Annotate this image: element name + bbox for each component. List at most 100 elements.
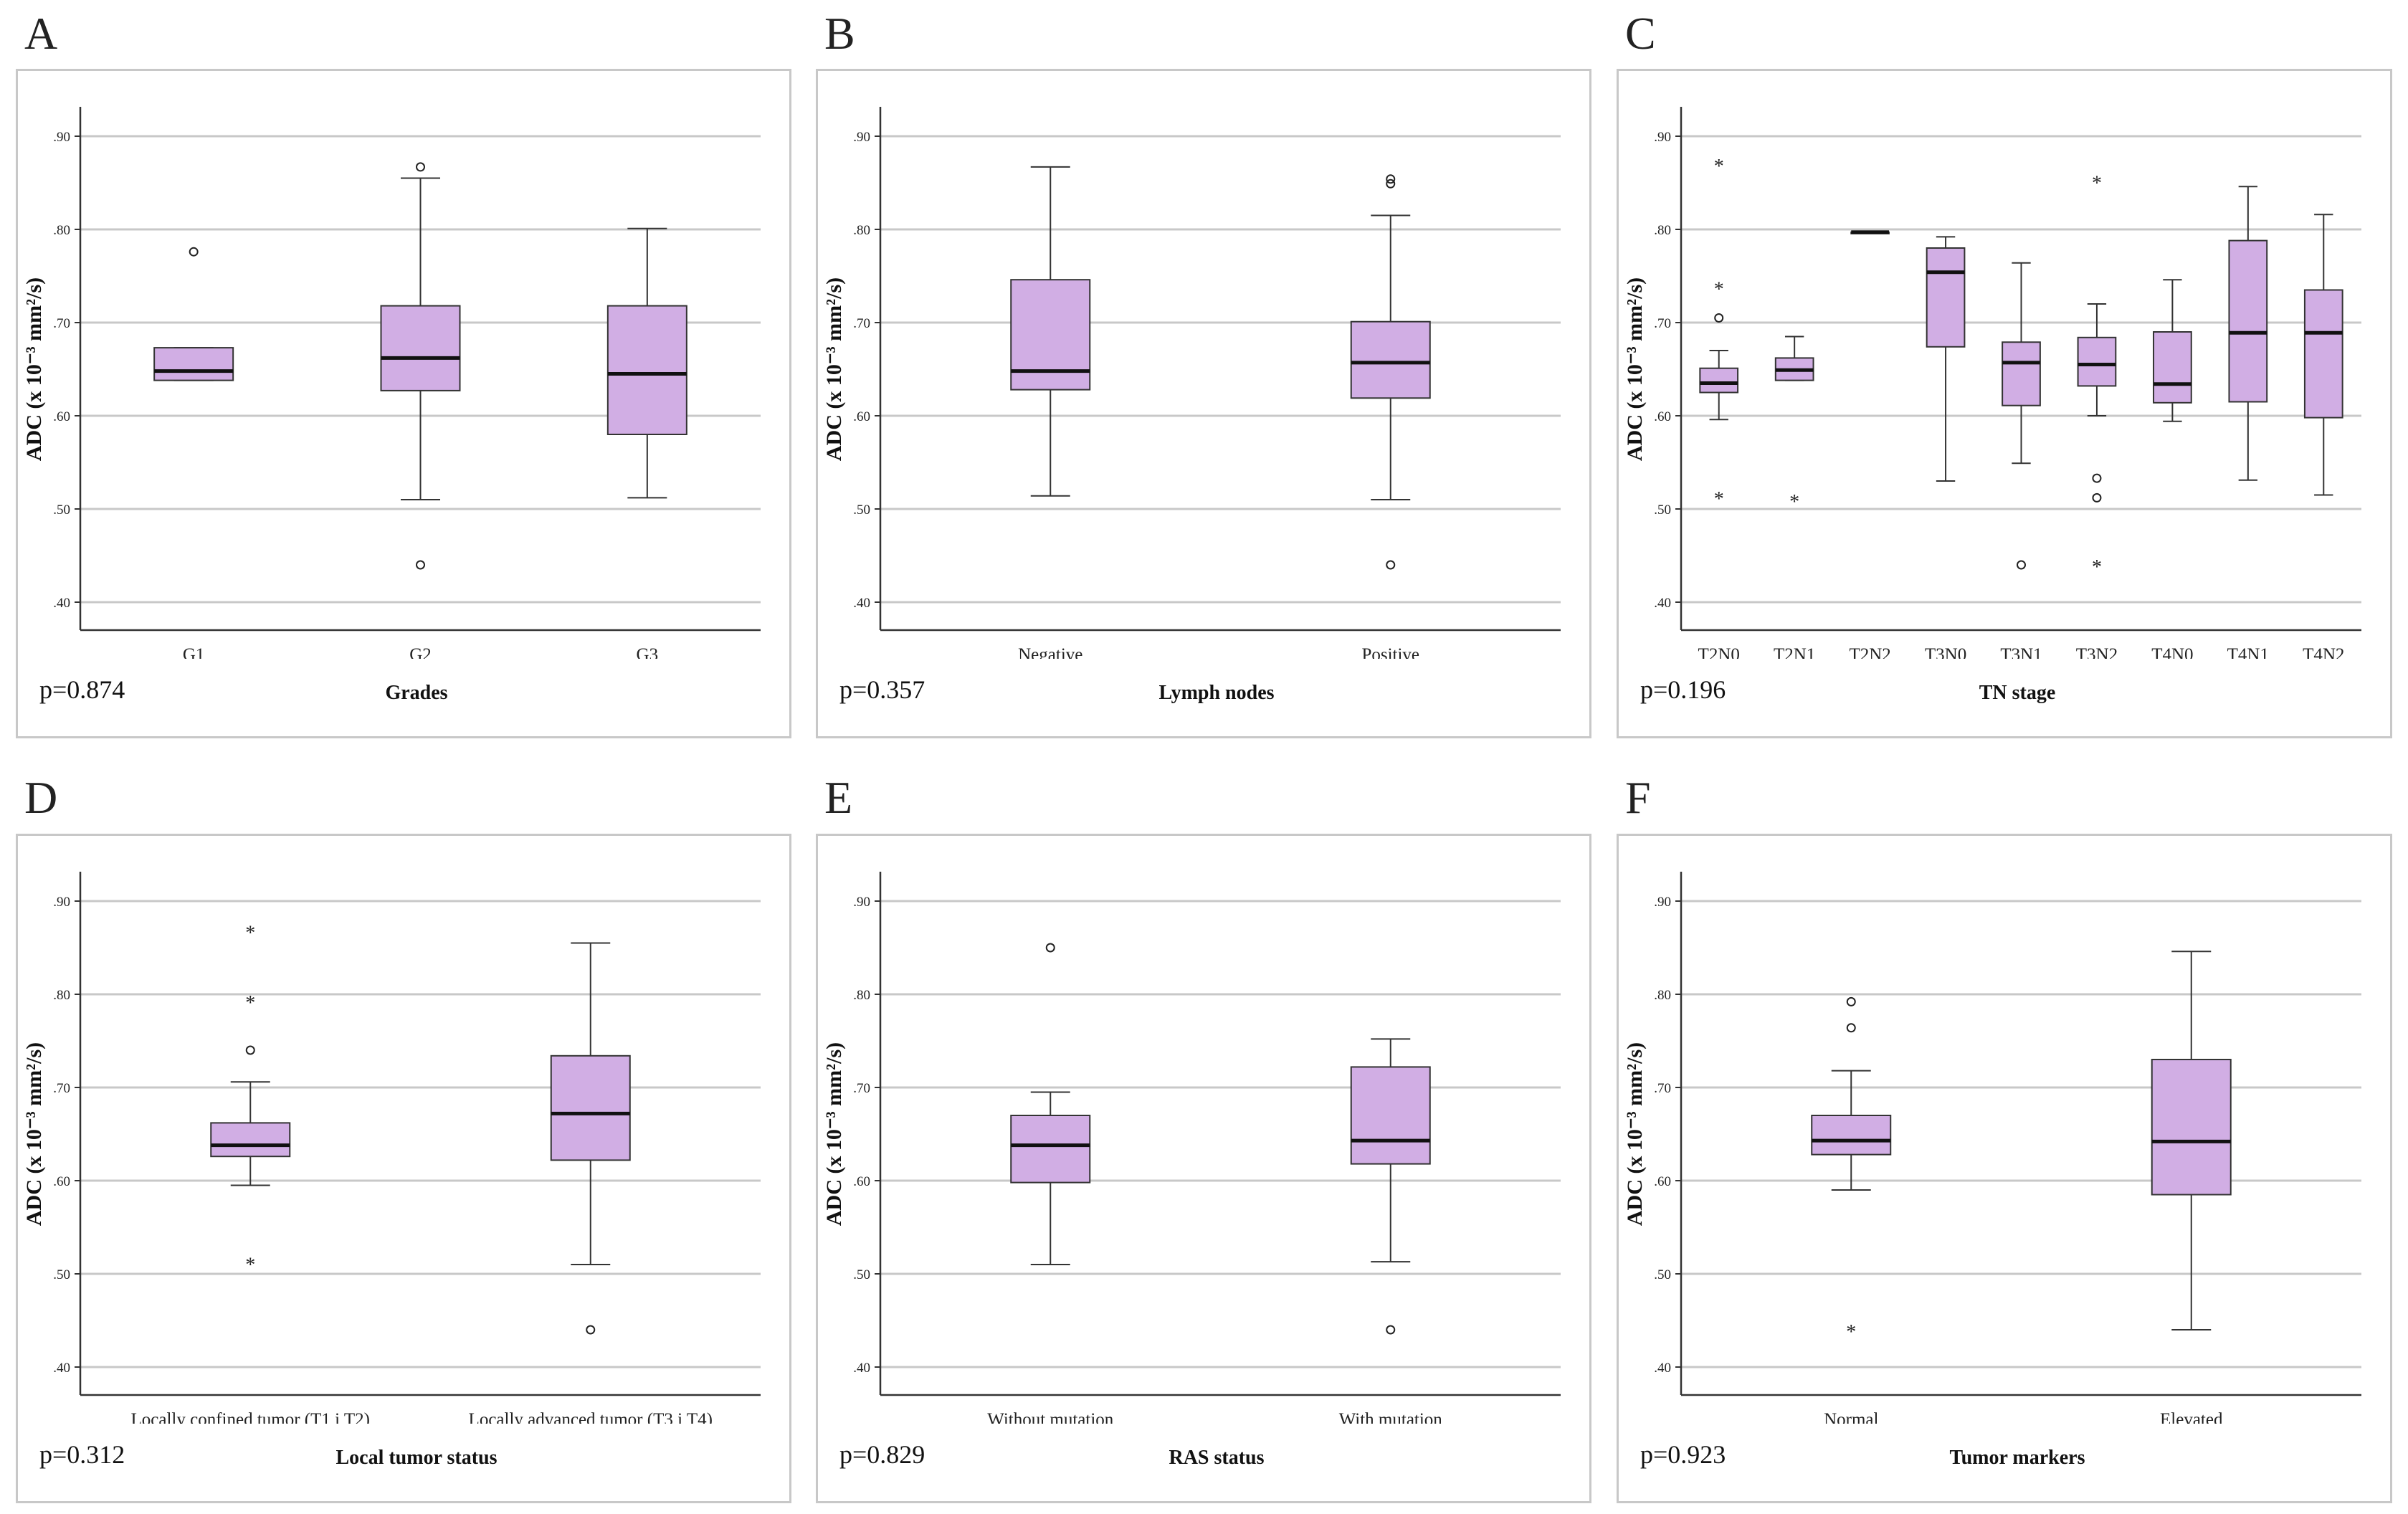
x-tick-label: Negative [1018,645,1082,659]
y-tick-label: .40 [853,596,870,611]
x-tick-label: With mutation [1339,1410,1443,1424]
box-3 [1926,236,1966,482]
x-axis-title: RAS status [1169,1447,1265,1469]
box-1: * [1774,335,1814,513]
box-1 [1350,174,1431,570]
iqr-box [550,1054,631,1161]
box-2 [606,227,687,499]
outlier-point [2092,473,2102,483]
y-tick-label: .90 [1654,130,1671,145]
outlier-point [1045,943,1055,953]
y-axis-title: ADC (x 10⁻³ mm²/s) [22,277,46,461]
x-tick-label: T2N0 [1698,645,1740,659]
iqr-box [606,305,687,435]
extreme-point: * [2092,556,2102,579]
y-tick-label: .80 [853,988,870,1003]
panel-letter: C [1625,8,1656,59]
box-0: * * * [210,923,291,1276]
y-axis-title: ADC (x 10⁻³ mm²/s) [1623,277,1647,461]
y-tick-label: .60 [853,409,870,424]
y-tick-label: .70 [853,1081,870,1096]
boxplot-svg: .40 .50 .60 .70 .80 .90 ADC (x 10⁻³ mm²/s) G1 G2… [22,107,761,659]
y-axis-title: ADC (x 10⁻³ mm²/s) [822,1042,846,1226]
y-tick-label: .50 [53,1267,70,1282]
x-tick-label: Locally confined tumor (T1 i T2) [131,1410,370,1424]
outlier-point [416,560,425,570]
boxplot-svg: .40 .50 .60 .70 .80 .90 ADC (x 10⁻³ mm²/s) With… [822,872,1561,1424]
boxplot-svg: .40 .50 .60 .70 .80 .90 ADC (x 10⁻³ mm²/s) Nega… [822,107,1561,659]
iqr-box [380,305,461,391]
y-axis-title: ADC (x 10⁻³ mm²/s) [1623,1042,1647,1226]
extreme-point: * [1846,1321,1856,1343]
y-tick-label: .50 [1654,503,1671,518]
p-value: p=0.312 [39,1440,125,1469]
box-0: * * * [1699,156,1739,510]
x-tick-label: Without mutation [987,1410,1114,1424]
iqr-box [153,347,234,381]
x-tick-label: T2N2 [1849,645,1890,659]
panel-letter: A [24,8,58,59]
box-1 [380,162,461,570]
outlier-point [1386,560,1396,570]
x-tick-label: T4N0 [2151,645,2193,659]
p-value: p=0.923 [1640,1440,1726,1469]
boxplot-svg: .40 .50 .60 .70 .80 .90 ADC (x 10⁻³ mm²/s) * * * L… [22,872,761,1424]
y-tick-label: .50 [1654,1267,1671,1282]
y-tick-label: .70 [53,316,70,331]
outlier-point [1846,1023,1856,1033]
extreme-point: * [1714,279,1724,301]
extreme-point: * [245,992,255,1014]
x-axis-title: Lymph nodes [1158,682,1275,704]
y-tick-label: .60 [853,1174,870,1189]
y-tick-label: .40 [53,596,70,611]
y-axis-title: ADC (x 10⁻³ mm²/s) [822,277,846,461]
x-tick-label: G1 [183,645,205,659]
box-0: * [1811,996,1892,1343]
y-tick-label: .60 [53,1174,70,1189]
y-tick-label: .40 [853,1361,870,1376]
panel-letter: E [824,772,853,823]
chart-panel-f: p=0.923 Tumor markers .40 .50 .60 .70 .80 .90 AD… [1617,834,2392,1503]
iqr-box [1811,1115,1892,1156]
y-axis-title: ADC (x 10⁻³ mm²/s) [22,1042,46,1226]
iqr-box [2077,336,2117,387]
outlier-point [1386,178,1396,189]
box-8 [2303,214,2343,496]
outlier-point [586,1325,596,1335]
x-axis-title: Tumor markers [1949,1447,2085,1469]
y-tick-label: .90 [53,895,70,910]
outlier-point [416,162,425,172]
y-tick-label: .70 [1654,316,1671,331]
iqr-box [2153,331,2192,404]
x-tick-label: G2 [409,645,432,659]
x-tick-label: Normal [1824,1410,1878,1424]
x-tick-label: T4N2 [2303,645,2344,659]
chart-panel-a: p=0.874 Grades .40 .50 .60 .70 .80 .90 ADC (x 10… [16,69,791,738]
x-axis-title: TN stage [1979,682,2056,704]
iqr-box [2151,1059,2232,1196]
box-0 [1010,166,1091,497]
iqr-box [2303,289,2343,419]
x-axis-title: Local tumor status [335,1447,498,1469]
chart-panel-c: p=0.196 TN stage .40 .50 .60 .70 .80 .90 ADC (x … [1617,69,2392,738]
iqr-box [1350,320,1431,399]
x-tick-label: Locally advanced tumor (T3 i T4) [469,1410,713,1424]
extreme-point: * [245,1254,255,1276]
box-7 [2228,186,2268,481]
p-value: p=0.874 [39,675,125,704]
y-tick-label: .80 [1654,988,1671,1003]
y-tick-label: .50 [853,503,870,518]
x-tick-label: T3N0 [1925,645,1966,659]
box-5: ** [2077,172,2117,579]
boxplot-svg: .40 .50 .60 .70 .80 .90 ADC (x 10⁻³ mm²/s) * Nor… [1623,872,2361,1424]
panel-letter: D [24,772,58,823]
y-tick-label: .90 [1654,895,1671,910]
x-tick-label: T2N1 [1774,645,1815,659]
box-1 [550,942,631,1335]
box-0 [1010,943,1091,1265]
outlier-point [189,247,199,257]
outlier-point [245,1045,255,1055]
x-tick-label: G3 [637,645,659,659]
chart-panel-d: p=0.312 Local tumor status .40 .50 .60 .70 .80… [16,834,791,1503]
